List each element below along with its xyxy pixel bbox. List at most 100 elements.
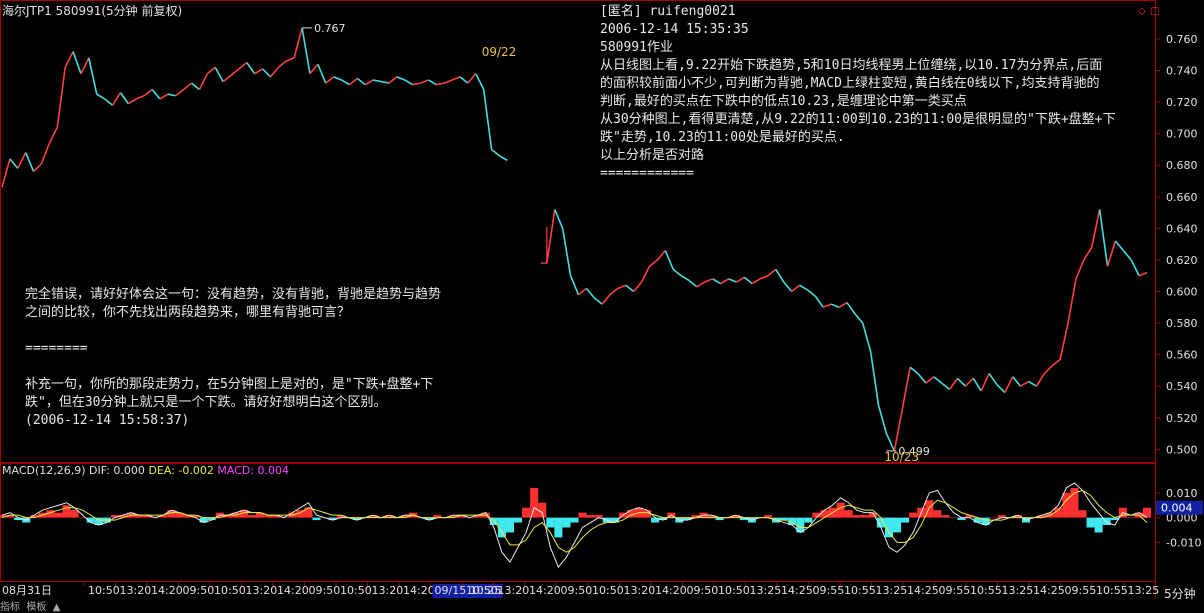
x-tick-label: 13:25 [1128, 584, 1160, 597]
dea-line [1, 489, 1148, 553]
price-segment [925, 376, 935, 384]
price-segment [956, 377, 966, 387]
macd-bar [538, 502, 547, 518]
price-segment [482, 89, 493, 150]
macd-bar [86, 517, 95, 523]
macd-bar [239, 510, 248, 518]
price-segment [127, 98, 137, 105]
price-segment [198, 73, 209, 90]
macd-bar [780, 517, 789, 521]
price-segment [499, 155, 508, 162]
macd-tick-label: 0.010 [1166, 487, 1198, 500]
macd-bar [425, 517, 434, 521]
price-gap-marker [540, 227, 548, 264]
macd-bar [715, 517, 724, 521]
price-segment [577, 287, 587, 296]
price-tick-label: 0.500 [1166, 443, 1198, 456]
price-segment [649, 259, 658, 267]
price-segment [893, 409, 903, 452]
x-tick-label: 09:50 [309, 584, 341, 597]
macd-bar [1078, 510, 1087, 518]
macd-bar [1094, 517, 1103, 533]
x-tick-label: 13:20 [372, 584, 404, 597]
macd-bar [143, 515, 152, 518]
price-segment [467, 73, 477, 84]
price-segment [1035, 373, 1046, 387]
price-segment [277, 60, 287, 68]
price-segment [17, 152, 27, 169]
price-tick-label: 0.700 [1166, 128, 1198, 141]
price-segment [791, 284, 801, 293]
price-segment [285, 57, 295, 62]
price-segment [1130, 259, 1140, 277]
price-segment [1090, 209, 1101, 248]
price-segment [183, 82, 193, 91]
price-segment [948, 377, 959, 390]
price-segment [885, 433, 896, 452]
macd-bar [78, 517, 87, 519]
price-segment [475, 73, 485, 90]
macd-bar [312, 517, 321, 521]
macd-bar [933, 510, 942, 518]
macd-bar [296, 510, 305, 518]
price-segment [404, 79, 414, 86]
price-segment [704, 278, 713, 283]
price-segment [546, 209, 556, 264]
macd-bar [336, 515, 345, 518]
x-tick-label: 10:55 [970, 584, 1002, 597]
macd-tick-label: -0.010 [1166, 536, 1201, 549]
price-segment [806, 289, 816, 297]
macd-bar [14, 517, 23, 521]
price-tick-label: 0.640 [1166, 222, 1198, 235]
x-tick-label: 10:50 [340, 584, 372, 597]
price-segment [664, 250, 674, 270]
price-segment [1051, 358, 1061, 367]
x-tick-label: 10:50 [718, 584, 750, 597]
macd-bar [659, 517, 668, 521]
price-tick-label: 0.660 [1166, 191, 1198, 204]
x-tick-label: 09/15 10:25 [435, 584, 502, 597]
macd-bar [1070, 487, 1079, 518]
price-segment [293, 27, 303, 59]
timeframe-tab[interactable]: 5分钟 [1164, 587, 1196, 601]
macd-bar [247, 515, 256, 518]
price-segment [48, 126, 58, 144]
price-segment [972, 377, 982, 392]
price-segment [941, 382, 951, 391]
close-icon[interactable]: □ [1150, 6, 1160, 17]
price-segment [254, 68, 263, 75]
price-segment [104, 98, 114, 106]
macd-bar [1038, 515, 1047, 518]
x-tick-label: 14:25 [907, 584, 939, 597]
macd-bar [175, 512, 184, 518]
reply-line: ======== [25, 341, 88, 356]
macd-bar [893, 517, 902, 533]
macd-bar [586, 515, 595, 518]
macd-bar [328, 517, 337, 521]
macd-bar [1142, 507, 1152, 518]
x-tick-label: 13:20 [120, 584, 152, 597]
price-segment [877, 404, 888, 434]
forum-reply: 完全错误，请好好体会这一句：没有趋势，没有背驰，背驰是趋势与趋势 之间的比较，你不… [25, 286, 441, 430]
price-segment [191, 82, 200, 91]
restore-icon[interactable]: ◇ [1138, 6, 1146, 17]
x-tick-label: 10:50 [88, 584, 120, 597]
post-line: 判断,最好的买点在下跌中的低点10.23,是缠理论中第一类买点 [600, 94, 967, 109]
price-segment [861, 322, 872, 352]
price-segment [917, 373, 927, 384]
price-segment [1043, 365, 1053, 375]
price-segment [80, 57, 90, 75]
price-segment [838, 301, 848, 308]
macd-bar [522, 507, 531, 518]
macd-bar [973, 517, 982, 523]
price-segment [743, 276, 753, 285]
x-highlight-box [432, 584, 503, 598]
macd-bar [62, 505, 71, 518]
reply-line: 之间的比较，你不先找出两段趋势来，哪里有背驰可言？ [25, 305, 351, 320]
bottom-status: 指标 模板 ▲ [0, 602, 61, 613]
dif-line [1, 482, 1148, 569]
macd-bar [385, 515, 394, 518]
macd-bar [876, 517, 885, 528]
macd-bar [901, 517, 910, 523]
